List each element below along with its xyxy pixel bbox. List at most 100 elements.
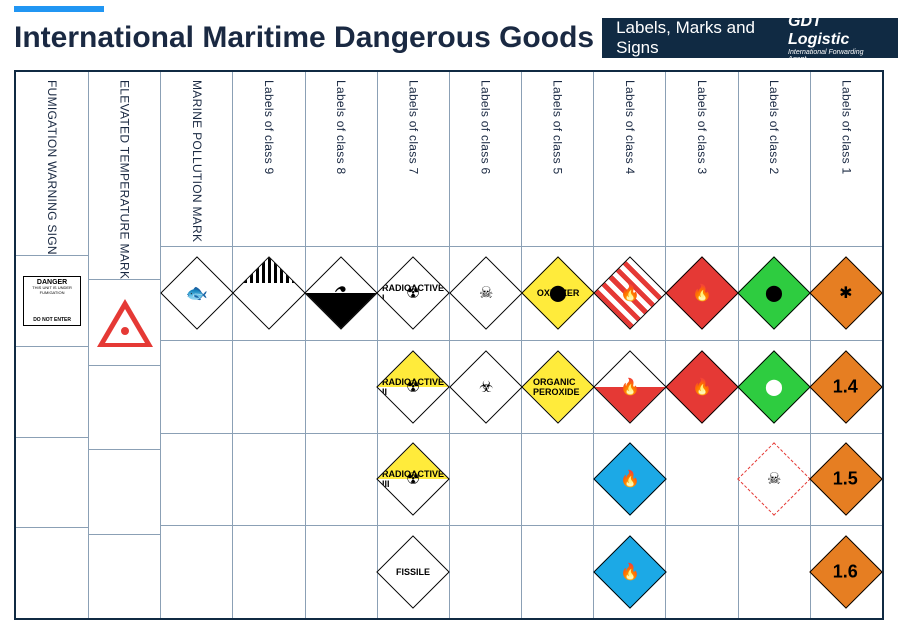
chart-cell: 🔥	[666, 340, 737, 433]
chart-cell	[450, 433, 521, 526]
chart-cell	[666, 525, 737, 618]
chart-cell: 🔥	[594, 247, 665, 340]
chart-cell	[161, 433, 232, 526]
chart-cell	[233, 340, 304, 433]
column-header: Labels of class 6	[450, 72, 521, 247]
chart-cell: ⚗	[306, 247, 377, 340]
hazard-label: FISSILE	[387, 546, 439, 598]
chart-cell	[306, 433, 377, 526]
chart-cell: ☠	[739, 433, 810, 526]
chart-cell: 1.6	[811, 525, 882, 618]
chart-cell	[16, 527, 88, 618]
hazard-label: ☠	[460, 267, 512, 319]
chart-cell: ☠	[450, 247, 521, 340]
column-header: MARINE POLLUTION MARK	[161, 72, 232, 247]
chart-cell: ☣	[450, 340, 521, 433]
chart-column: Labels of class 4🔥🔥🔥🔥	[593, 72, 665, 618]
chart-column: Labels of class 2⬤⬤☠	[738, 72, 810, 618]
logo-sub: International Forwarding Agent	[788, 49, 880, 63]
chart-column: Labels of class 5 OXIDIZER⬤ ORGANIC PEROXI…	[521, 72, 593, 618]
chart-cell	[89, 280, 160, 364]
header: International Maritime Dangerous Goods L…	[0, 18, 898, 58]
hazard-label: 🔥	[604, 361, 656, 413]
chart-column: Labels of class 7 RADIOACTIVE I☢ RADIOACTI…	[377, 72, 449, 618]
accent-bar	[14, 6, 104, 12]
chart-cell	[89, 449, 160, 533]
hazard-label: 🔥	[604, 267, 656, 319]
chart-column: Labels of class 1 ✱ 1.4 1.5 1.6	[810, 72, 882, 618]
chart-cell: RADIOACTIVE II☢	[378, 340, 449, 433]
hazard-label: 🔥	[604, 453, 656, 505]
hazard-label: RADIOACTIVE I☢	[387, 267, 439, 319]
hazard-label: ☠	[748, 453, 800, 505]
column-header: Labels of class 1	[811, 72, 882, 247]
column-label: Labels of class 6	[479, 80, 493, 175]
page-title: International Maritime Dangerous Goods	[14, 21, 594, 55]
chart-cell	[161, 525, 232, 618]
marine-pollutant-mark: 🐟	[160, 257, 234, 331]
hazard-label: RADIOACTIVE III☢	[387, 453, 439, 505]
chart-cell	[161, 340, 232, 433]
column-header: Labels of class 5	[522, 72, 593, 247]
chart-cell: FISSILE	[378, 525, 449, 618]
chart-cell: 🔥	[594, 525, 665, 618]
chart-cell: DANGERTHIS UNIT IS UNDER FUMIGATIONDO NO…	[16, 256, 88, 347]
hazard-label: 1.5	[820, 453, 872, 505]
banner-text: Labels, Marks and Signs	[616, 18, 788, 58]
column-header: Labels of class 7	[378, 72, 449, 247]
logo-main: GDT Logistic	[788, 13, 849, 48]
hazard-label: 1.6	[820, 546, 872, 598]
column-header: ELEVATED TEMPERATURE MARK	[89, 72, 160, 280]
chart-cell: ⬤	[739, 340, 810, 433]
chart-cell	[16, 346, 88, 437]
chart-column: ELEVATED TEMPERATURE MARK	[88, 72, 160, 618]
chart-cell: ✱	[811, 247, 882, 340]
chart-cell: 🐟	[161, 247, 232, 340]
chart-cell	[522, 525, 593, 618]
chart-cell	[306, 525, 377, 618]
chart-cell: 🔥	[594, 433, 665, 526]
chart-cell: 1.4	[811, 340, 882, 433]
chart-column: Labels of class 6 ☠ ☣	[449, 72, 521, 618]
column-label: Labels of class 7	[406, 80, 420, 175]
column-header: FUMIGATION WARNING SIGN	[16, 72, 88, 256]
hazard-label: ⬤	[748, 361, 800, 413]
hazard-label: 🔥	[676, 361, 728, 413]
column-label: Labels of class 8	[334, 80, 348, 175]
chart-cell	[306, 340, 377, 433]
column-label: Labels of class 3	[695, 80, 709, 175]
hazard-label: ⚗	[315, 267, 367, 319]
chart-cell: ORGANIC PEROXIDE	[522, 340, 593, 433]
chart-cell	[89, 365, 160, 449]
chart-cell	[89, 534, 160, 618]
hazard-label	[243, 267, 295, 319]
chart-cell: RADIOACTIVE I☢	[378, 247, 449, 340]
column-header: Labels of class 8	[306, 72, 377, 247]
hazard-label: RADIOACTIVE II☢	[387, 361, 439, 413]
hazard-label: OXIDIZER⬤	[532, 267, 584, 319]
chart-column: MARINE POLLUTION MARK 🐟	[160, 72, 232, 618]
imdg-chart: FUMIGATION WARNING SIGNDANGERTHIS UNIT I…	[14, 70, 884, 620]
chart-cell: 🔥	[594, 340, 665, 433]
column-label: Labels of class 1	[839, 80, 853, 175]
chart-cell	[522, 433, 593, 526]
chart-cell	[16, 437, 88, 528]
hazard-label: 🔥	[676, 267, 728, 319]
hazard-label: ORGANIC PEROXIDE	[532, 361, 584, 413]
hazard-label: ⬤	[748, 267, 800, 319]
chart-cell	[739, 525, 810, 618]
column-label: MARINE POLLUTION MARK	[190, 80, 204, 242]
column-header: Labels of class 3	[666, 72, 737, 247]
hazard-label: ☣	[460, 361, 512, 413]
chart-cell: OXIDIZER⬤	[522, 247, 593, 340]
chart-cell	[233, 525, 304, 618]
chart-cell: ⬤	[739, 247, 810, 340]
chart-column: Labels of class 8 ⚗	[305, 72, 377, 618]
column-header: Labels of class 9	[233, 72, 304, 247]
hazard-label: ✱	[820, 267, 872, 319]
hazard-label: 🔥	[604, 546, 656, 598]
elevated-temperature-triangle	[97, 299, 153, 347]
chart-column: Labels of class 3 🔥 🔥	[665, 72, 737, 618]
brand-logo: GDT Logistic International Forwarding Ag…	[788, 13, 880, 63]
column-label: Labels of class 9	[262, 80, 276, 175]
